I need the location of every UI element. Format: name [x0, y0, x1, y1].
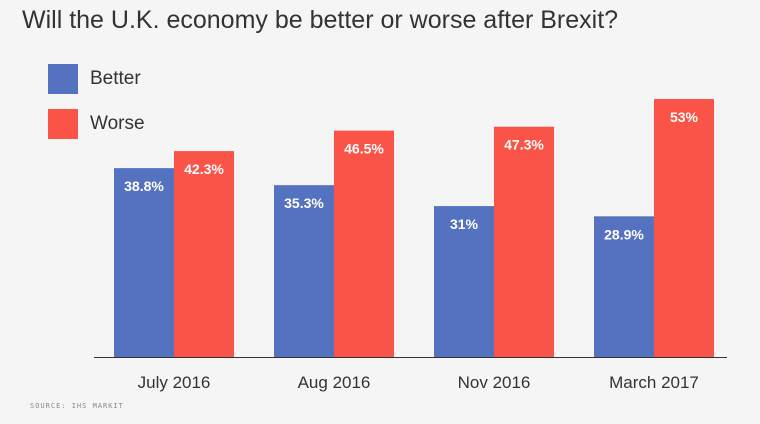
- value-label-better-2: 31%: [450, 216, 479, 232]
- category-label-1: Aug 2016: [298, 373, 371, 392]
- value-label-better-0: 38.8%: [124, 178, 164, 194]
- category-label-2: Nov 2016: [458, 373, 531, 392]
- legend-swatch-worse: [48, 109, 78, 139]
- legend-label-better: Better: [90, 68, 141, 89]
- source-note: SOURCE: IHS MARKIT: [30, 402, 124, 410]
- bar-better-1: [274, 185, 334, 357]
- chart-title: Will the U.K. economy be better or worse…: [22, 6, 619, 34]
- legend: Better Worse: [48, 64, 145, 154]
- bar-worse-0: [174, 151, 234, 357]
- bar-worse-3: [654, 99, 714, 357]
- category-label-3: March 2017: [609, 373, 699, 392]
- category-label-0: July 2016: [138, 373, 211, 392]
- legend-swatch-better: [48, 64, 78, 94]
- bar-worse-1: [334, 130, 394, 357]
- bar-worse-2: [494, 126, 554, 358]
- value-label-worse-1: 46.5%: [344, 141, 384, 157]
- bar-better-3: [594, 216, 654, 357]
- bar-better-2: [434, 206, 494, 357]
- value-label-better-3: 28.9%: [604, 226, 644, 242]
- value-label-worse-2: 47.3%: [504, 137, 544, 153]
- legend-label-worse: Worse: [90, 113, 145, 134]
- legend-item-better: Better: [48, 64, 145, 94]
- bar-better-0: [114, 168, 174, 357]
- legend-item-worse: Worse: [48, 109, 145, 139]
- value-label-better-1: 35.3%: [284, 195, 324, 211]
- value-label-worse-0: 42.3%: [184, 161, 224, 177]
- value-label-worse-3: 53%: [670, 109, 699, 125]
